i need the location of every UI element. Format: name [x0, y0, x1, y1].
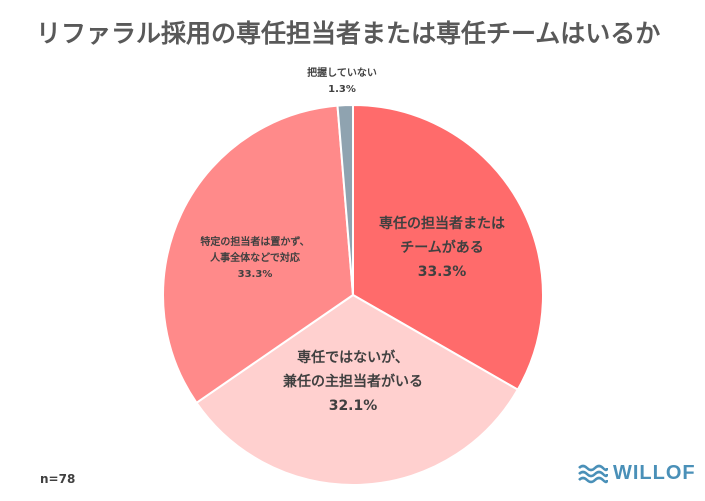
slice-category-label: 兼任の主担当者がいる [283, 373, 423, 390]
slice-percent-label: 33.3% [238, 269, 273, 280]
pie-slice [195, 293, 520, 486]
sample-size: n=78 [40, 472, 76, 486]
slice-label: 特定の担当者は置かず、人事全体などで対応 33.3% [200, 235, 309, 280]
pie-slice [162, 104, 355, 405]
pie-slice [336, 103, 354, 296]
chart-title: リファラル採用の専任担当者または専任チームはいるか [36, 19, 661, 48]
slice-label: 専任ではないが、兼任の主担当者がいる 32.1% [283, 349, 423, 414]
slice-label: 把握していない 1.3% [307, 66, 377, 95]
slice-category-label: チームがある [400, 239, 484, 256]
slice-category-label: 特定の担当者は置かず、 [200, 235, 309, 248]
pie-slice [352, 103, 544, 392]
slice-percent-label: 32.1% [329, 398, 378, 414]
slice-category-label: 把握していない [307, 66, 377, 79]
slice-category-label: 人事全体などで対応 [210, 251, 300, 264]
waves-logo-icon [578, 464, 608, 483]
slice-category-label: 専任ではないが、 [297, 349, 409, 366]
brand-name: WILLOF [613, 462, 696, 484]
slice-percent-label: 33.3% [418, 264, 467, 280]
brand-logo: WILLOF [578, 462, 696, 485]
slice-percent-label: 1.3% [328, 84, 356, 95]
slice-category-label: 専任の担当者または [379, 215, 505, 232]
